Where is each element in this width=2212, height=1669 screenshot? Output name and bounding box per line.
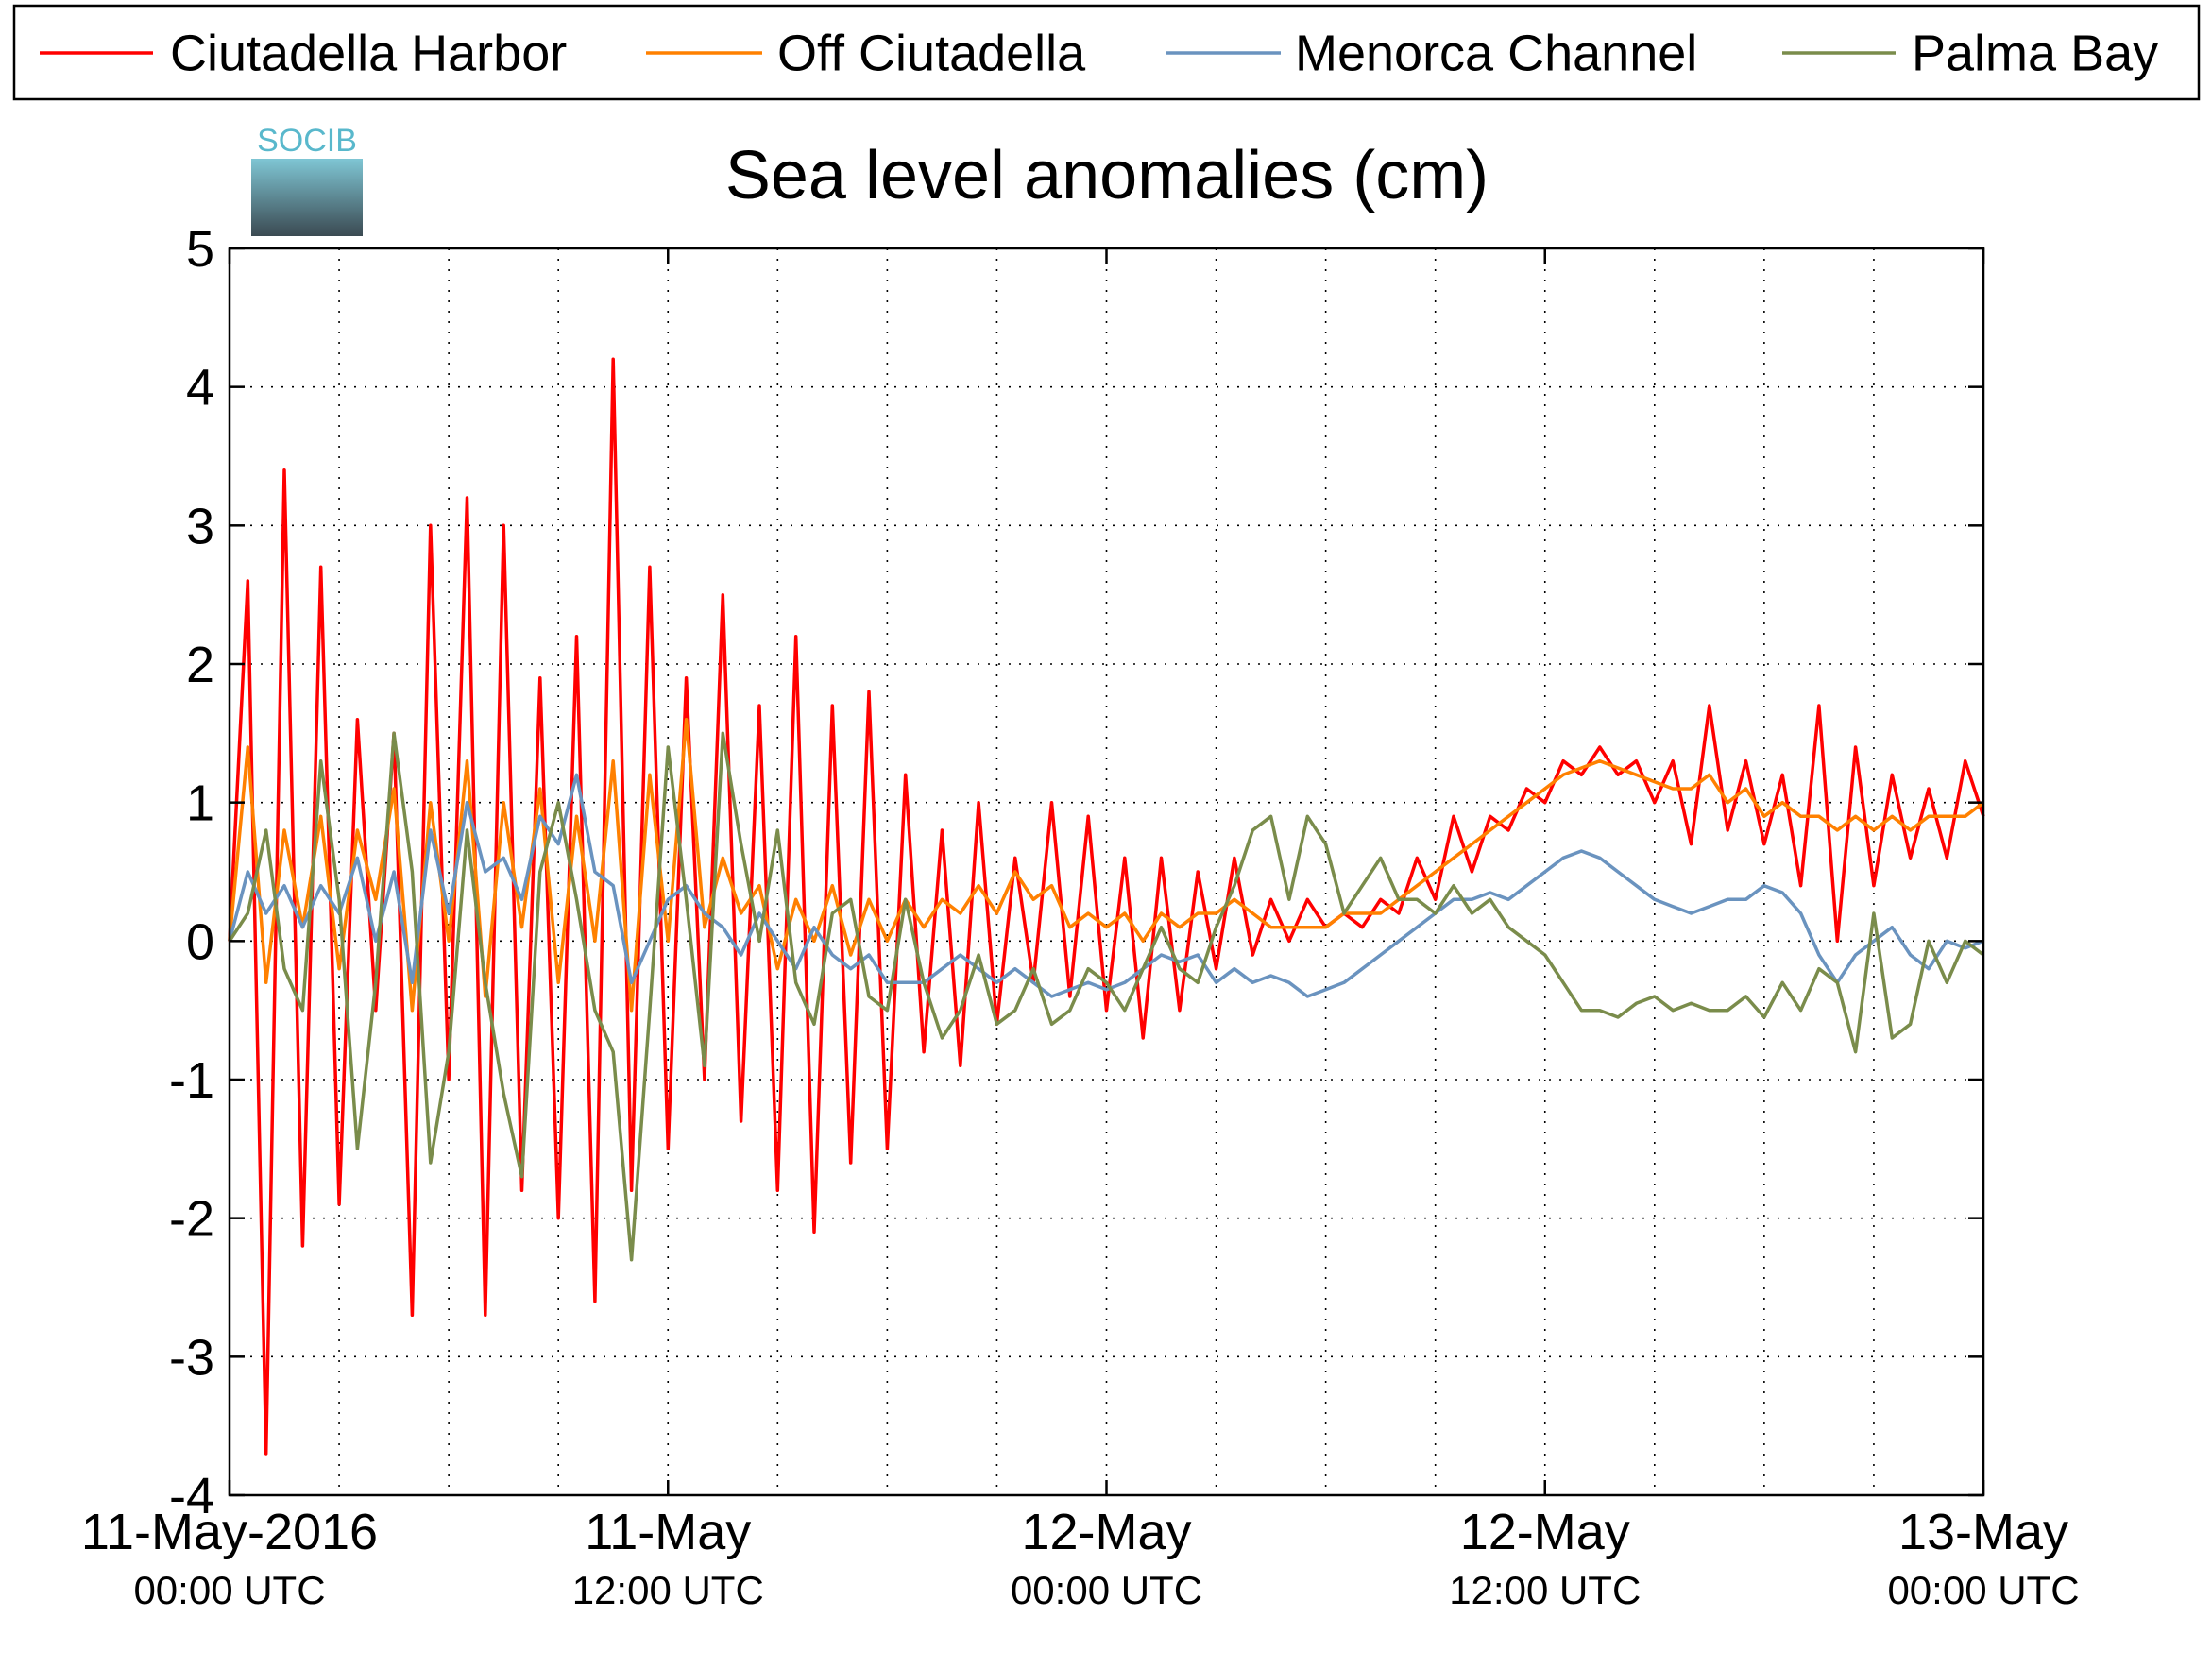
series-line	[228, 773, 1984, 998]
series-line	[228, 717, 1985, 1013]
x-tick-label: 11-May 12:00 UTC	[572, 1504, 764, 1612]
y-tick-label: 3	[186, 498, 214, 554]
legend-label: Menorca Channel	[1295, 25, 1697, 81]
x-tick-date: 11-May	[585, 1504, 751, 1560]
y-tick-label: 0	[186, 913, 214, 970]
x-tick-time: 12:00 UTC	[572, 1568, 764, 1612]
logo-text: SOCIB	[257, 123, 357, 159]
chart-title: Sea level anomalies (cm)	[725, 138, 1489, 213]
legend-label: Palma Bay	[1912, 25, 2158, 81]
x-tick-label: 12-May 12:00 UTC	[1449, 1504, 1641, 1612]
x-tick-label: 12-May 00:00 UTC	[1011, 1504, 1202, 1612]
logo-block	[251, 159, 363, 236]
x-tick-time: 00:00 UTC	[1011, 1568, 1202, 1612]
y-tick-label: 1	[186, 775, 214, 832]
y-tick-label: 2	[186, 637, 214, 693]
x-tick-date: 12-May	[1460, 1504, 1630, 1560]
y-tick-label: -2	[169, 1191, 214, 1248]
y-tick-label: -1	[169, 1052, 214, 1109]
legend-label: Ciutadella Harbor	[170, 25, 567, 81]
x-tick-date: 12-May	[1021, 1504, 1191, 1560]
x-tick-date: 11-May-2016	[81, 1504, 378, 1560]
series-line	[228, 731, 1985, 1262]
x-tick-time: 00:00 UTC	[1887, 1568, 2079, 1612]
x-tick-time: 00:00 UTC	[133, 1568, 325, 1612]
x-tick-label: 11-May-2016 00:00 UTC	[81, 1504, 378, 1612]
y-tick-label: 5	[186, 221, 214, 278]
x-tick-date: 13-May	[1898, 1504, 2068, 1560]
x-tick-label: 13-May 00:00 UTC	[1887, 1504, 2079, 1612]
series-line	[228, 357, 1985, 1456]
y-tick-label: -4	[169, 1468, 214, 1524]
x-tick-time: 12:00 UTC	[1449, 1568, 1641, 1612]
y-tick-label: -3	[169, 1329, 214, 1386]
legend-label: Off Ciutadella	[777, 25, 1086, 81]
y-tick-label: 4	[186, 360, 214, 417]
logo: SOCIB	[251, 123, 363, 236]
